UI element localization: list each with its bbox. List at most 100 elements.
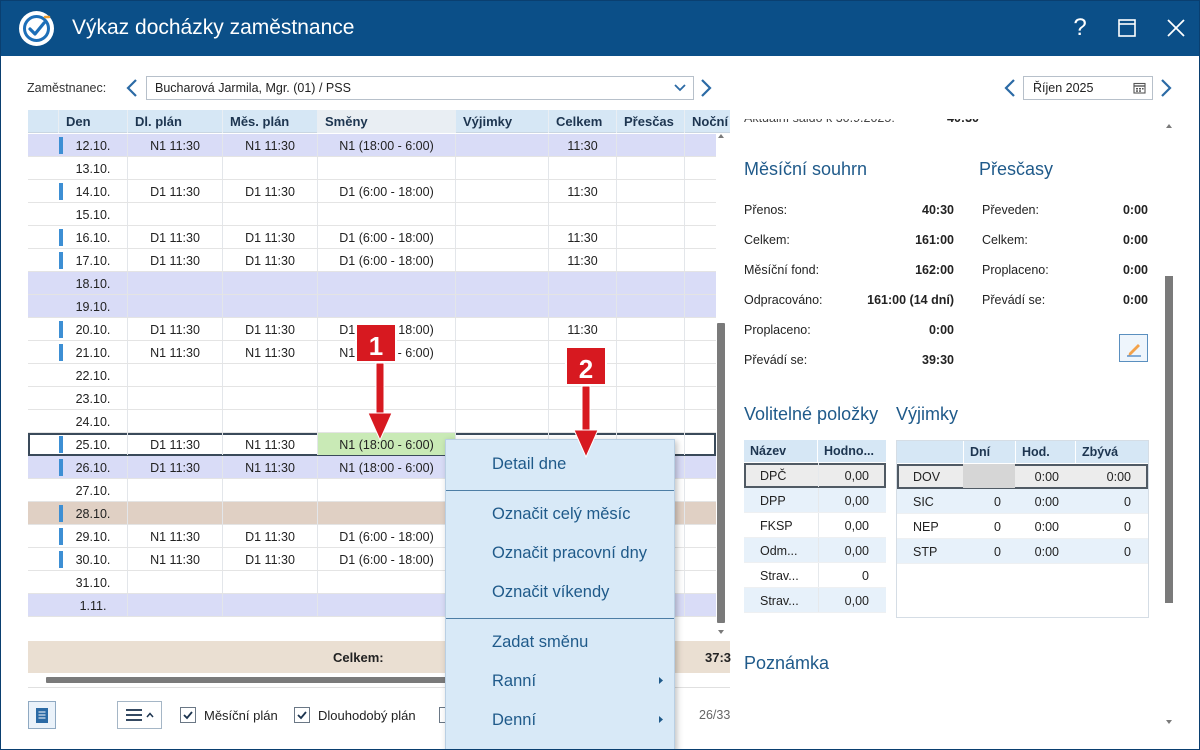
menu-item-day[interactable]: Denní xyxy=(446,703,674,739)
menu-item-day-detail[interactable]: Detail dne xyxy=(446,447,674,483)
cell-shift[interactable] xyxy=(318,157,456,179)
cell-day[interactable]: 18.10. xyxy=(59,272,128,294)
cell-long-plan[interactable]: D1 11:30 xyxy=(128,318,223,340)
table-row[interactable]: 29.10. N1 11:30 D1 11:30 D1 (6:00 - 18:00) xyxy=(28,525,716,548)
cell-monthly-plan[interactable] xyxy=(223,364,318,386)
cell-day[interactable]: 19.10. xyxy=(59,295,128,317)
table-row[interactable]: 12.10. N1 11:30 N1 11:30 N1 (18:00 - 6:00) 1… xyxy=(28,134,716,157)
monthly-plan-checkbox[interactable] xyxy=(180,707,196,723)
cell-overtime[interactable] xyxy=(617,548,685,570)
cell-overtime[interactable] xyxy=(617,387,685,409)
cell-long-plan[interactable]: D1 11:30 xyxy=(128,226,223,248)
cell-exceptions[interactable] xyxy=(456,410,549,432)
scroll-down-icon[interactable] xyxy=(1165,719,1173,725)
cell-total[interactable] xyxy=(549,295,617,317)
cell-shift[interactable] xyxy=(318,272,456,294)
month-picker[interactable]: Říjen 2025 xyxy=(1023,76,1153,100)
next-month-button[interactable] xyxy=(1157,76,1175,100)
cell-monthly-plan[interactable] xyxy=(223,272,318,294)
cell-long-plan[interactable] xyxy=(128,387,223,409)
cell-day[interactable]: 12.10. xyxy=(59,134,128,156)
cell-shift[interactable]: N1 (18:00 - 6:00) xyxy=(318,433,456,455)
grid-menu-button[interactable] xyxy=(117,701,162,729)
cell-day[interactable]: 30.10. xyxy=(59,548,128,570)
optional-items-table[interactable]: Název Hodno... DPČ 0,00 DPP 0,00 FKSP 0,00 Odm… xyxy=(744,440,886,616)
cell-long-plan[interactable] xyxy=(128,272,223,294)
cell-overtime[interactable] xyxy=(617,249,685,271)
cell-day[interactable]: 25.10. xyxy=(59,433,128,455)
cell-day[interactable]: 24.10. xyxy=(59,410,128,432)
menu-item-morning[interactable]: Ranní xyxy=(446,664,674,700)
cell-long-plan[interactable]: D1 11:30 xyxy=(128,180,223,202)
header-day[interactable]: Den xyxy=(59,110,128,133)
grid-vertical-scrollbar[interactable] xyxy=(715,131,727,641)
cell-overtime[interactable] xyxy=(617,433,685,455)
cell-long-plan[interactable] xyxy=(128,203,223,225)
cell-day[interactable]: 23.10. xyxy=(59,387,128,409)
cell-overtime[interactable] xyxy=(617,318,685,340)
cell-long-plan[interactable]: N1 11:30 xyxy=(128,525,223,547)
opt-header-name[interactable]: Název xyxy=(744,440,817,462)
cell-exceptions[interactable] xyxy=(456,295,549,317)
cell-monthly-plan[interactable] xyxy=(223,295,318,317)
cell-exceptions[interactable] xyxy=(456,387,549,409)
cell-overtime[interactable] xyxy=(617,295,685,317)
cell-total[interactable]: 11:30 xyxy=(549,180,617,202)
table-row[interactable]: Odm... 0,00 xyxy=(744,538,886,563)
cell-day[interactable]: 1.11. xyxy=(59,594,128,616)
cell-long-plan[interactable] xyxy=(128,594,223,616)
cell-exceptions[interactable] xyxy=(456,341,549,363)
cell-shift[interactable] xyxy=(318,364,456,386)
cell-monthly-plan[interactable]: D1 11:30 xyxy=(223,318,318,340)
cell-exceptions[interactable] xyxy=(456,134,549,156)
cell-monthly-plan[interactable] xyxy=(223,571,318,593)
cell-long-plan[interactable] xyxy=(128,571,223,593)
cell-shift[interactable]: D1 (6:00 - 18:00) xyxy=(318,180,456,202)
menu-item-select-weekends[interactable]: Označit víkendy xyxy=(446,575,674,611)
help-button[interactable]: ? xyxy=(1073,14,1087,41)
cell-monthly-plan[interactable]: N1 11:30 xyxy=(223,433,318,455)
cell-monthly-plan[interactable]: N1 11:30 xyxy=(223,341,318,363)
cell-monthly-plan[interactable] xyxy=(223,157,318,179)
cell-long-plan[interactable]: N1 11:30 xyxy=(128,341,223,363)
cell-total[interactable]: 11:30 xyxy=(549,134,617,156)
cell-exceptions[interactable] xyxy=(456,318,549,340)
cell-long-plan[interactable] xyxy=(128,410,223,432)
cell-day[interactable]: 14.10. xyxy=(59,180,128,202)
cell-long-plan[interactable]: D1 11:30 xyxy=(128,433,223,455)
table-row[interactable]: 19.10. xyxy=(28,295,716,318)
cell-long-plan[interactable] xyxy=(128,364,223,386)
cell-long-plan[interactable]: N1 11:30 xyxy=(128,134,223,156)
cell-day[interactable]: 15.10. xyxy=(59,203,128,225)
cell-day[interactable]: 22.10. xyxy=(59,364,128,386)
longterm-plan-checkbox[interactable] xyxy=(294,707,310,723)
cell-total[interactable] xyxy=(549,341,617,363)
cell-total[interactable] xyxy=(549,364,617,386)
cell-long-plan[interactable]: D1 11:30 xyxy=(128,249,223,271)
cell-day[interactable]: 13.10. xyxy=(59,157,128,179)
cell-total[interactable] xyxy=(549,387,617,409)
grid-horizontal-scroll-thumb[interactable] xyxy=(46,677,666,683)
cell-shift[interactable] xyxy=(318,203,456,225)
table-row[interactable]: 23.10. xyxy=(28,387,716,410)
header-total[interactable]: Celkem xyxy=(549,110,617,133)
cell-overtime[interactable] xyxy=(617,203,685,225)
edit-button[interactable] xyxy=(1119,334,1148,362)
cell-day[interactable]: 26.10. xyxy=(59,456,128,478)
cell-overtime[interactable] xyxy=(617,364,685,386)
cell-monthly-plan[interactable]: D1 11:30 xyxy=(223,249,318,271)
header-overtime[interactable]: Přesčas xyxy=(617,110,685,133)
cell-monthly-plan[interactable] xyxy=(223,203,318,225)
cell-long-plan[interactable] xyxy=(128,157,223,179)
cell-overtime[interactable] xyxy=(617,180,685,202)
cell-overtime[interactable] xyxy=(617,571,685,593)
cell-shift[interactable]: D1 (6:00 - 18:00) xyxy=(318,249,456,271)
cell-monthly-plan[interactable]: N1 11:30 xyxy=(223,134,318,156)
prev-month-button[interactable] xyxy=(1001,76,1019,100)
cell-shift[interactable]: N1 (18:00 - 6:00) xyxy=(318,456,456,478)
cell-total[interactable] xyxy=(549,272,617,294)
cell-long-plan[interactable] xyxy=(128,479,223,501)
cell-long-plan[interactable] xyxy=(128,295,223,317)
cell-exceptions[interactable] xyxy=(456,157,549,179)
cell-exceptions[interactable] xyxy=(456,226,549,248)
